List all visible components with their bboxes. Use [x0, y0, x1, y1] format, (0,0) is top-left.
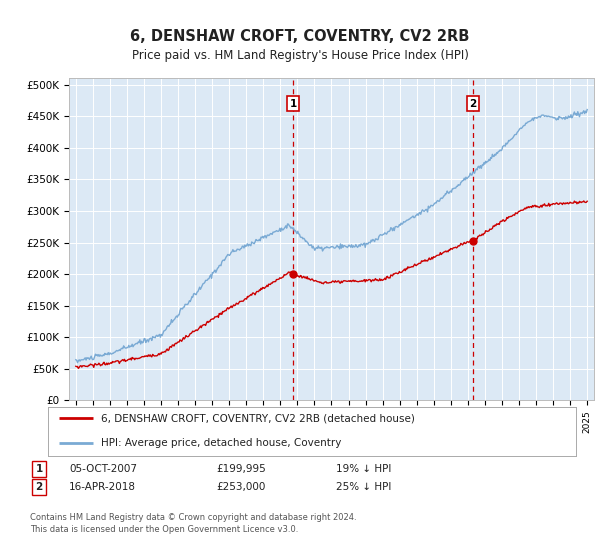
- Text: 1: 1: [35, 464, 43, 474]
- Text: 2: 2: [469, 99, 476, 109]
- Text: 6, DENSHAW CROFT, COVENTRY, CV2 2RB (detached house): 6, DENSHAW CROFT, COVENTRY, CV2 2RB (det…: [101, 413, 415, 423]
- Text: HPI: Average price, detached house, Coventry: HPI: Average price, detached house, Cove…: [101, 438, 341, 448]
- Text: 05-OCT-2007: 05-OCT-2007: [69, 464, 137, 474]
- Text: 19% ↓ HPI: 19% ↓ HPI: [336, 464, 391, 474]
- Text: 1: 1: [290, 99, 297, 109]
- Text: 2: 2: [35, 482, 43, 492]
- Text: 16-APR-2018: 16-APR-2018: [69, 482, 136, 492]
- Text: £199,995: £199,995: [216, 464, 266, 474]
- Text: Price paid vs. HM Land Registry's House Price Index (HPI): Price paid vs. HM Land Registry's House …: [131, 49, 469, 63]
- Text: £253,000: £253,000: [216, 482, 265, 492]
- Text: 25% ↓ HPI: 25% ↓ HPI: [336, 482, 391, 492]
- Text: Contains HM Land Registry data © Crown copyright and database right 2024.
This d: Contains HM Land Registry data © Crown c…: [30, 513, 356, 534]
- Text: 6, DENSHAW CROFT, COVENTRY, CV2 2RB: 6, DENSHAW CROFT, COVENTRY, CV2 2RB: [130, 30, 470, 44]
